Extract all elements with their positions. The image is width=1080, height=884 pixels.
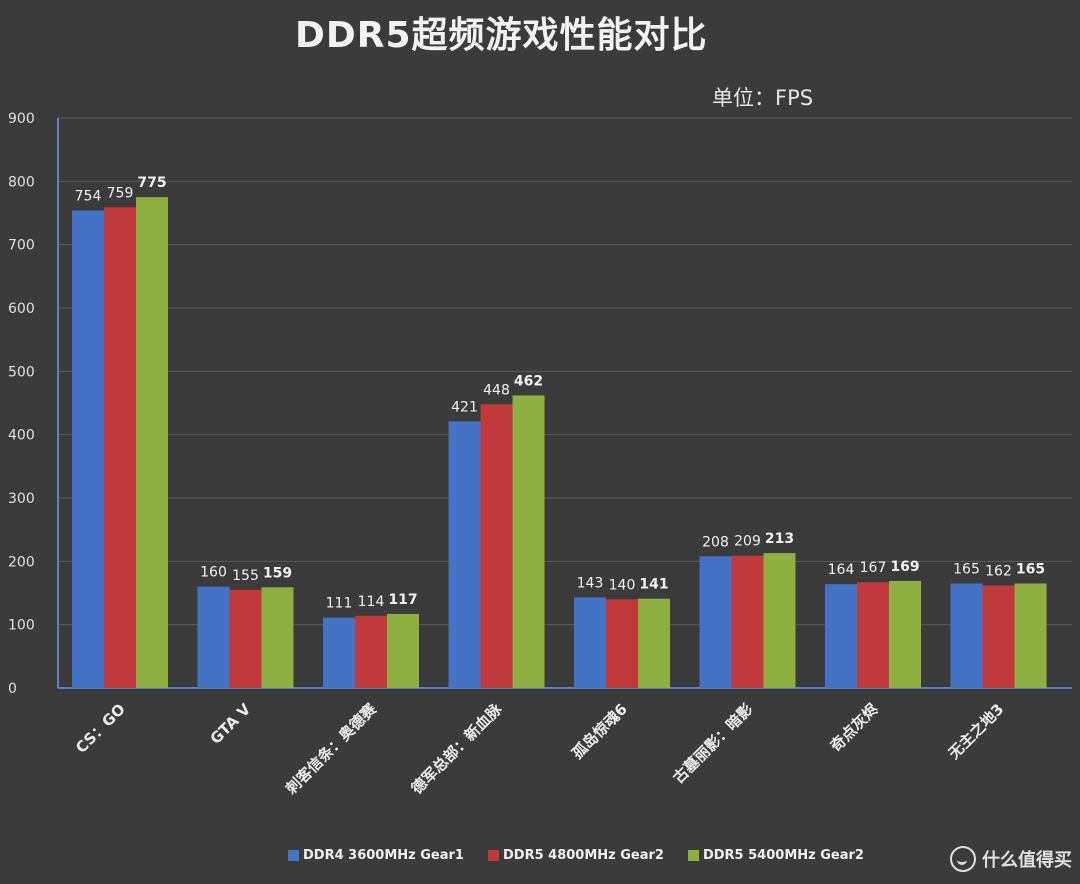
watermark-text: 什么值得买 [982,850,1072,871]
y-tick-label: 400 [8,428,35,444]
x-axis-labels: CS：GO GTA V 刺客信条：奥德赛 德军总部：新血脉 孤岛惊魂6 古墓丽影：暗影 奇点… [72,699,1007,797]
legend-label: DDR5 5400MHz Gear2 [702,848,864,863]
data-label: 165 [1016,562,1045,578]
data-label: 159 [263,565,292,581]
x-tick-label: 无主之地3 [944,700,1007,763]
data-label: 117 [388,592,417,608]
data-label: 164 [828,562,855,578]
legend-item-ddr5-4800: DDR5 4800MHz Gear2 [487,848,664,863]
legend-swatch [487,850,499,861]
bar [638,598,670,688]
bar [699,556,732,688]
data-label: 754 [75,188,102,204]
data-label: 759 [107,185,134,201]
bar [574,597,606,688]
smzdm-logo-icon [950,846,976,872]
data-label: 167 [860,560,887,576]
x-tick-label: 古墓丽影：暗影 [669,700,756,787]
data-label: 165 [953,562,980,578]
bar [512,395,545,688]
data-label: 111 [326,596,353,612]
bar [950,583,983,688]
data-label: 462 [514,373,543,389]
data-label: 421 [451,399,478,415]
bars [72,197,1047,689]
legend-label: DDR5 4800MHz Gear2 [502,848,664,863]
bar [261,587,294,688]
bar [72,210,104,688]
x-tick-label: CS：GO [72,700,129,757]
bar [825,584,857,688]
bar [1014,583,1047,688]
data-label: 155 [232,568,259,584]
y-tick-label: 500 [8,364,35,380]
grid-lines [58,117,1072,626]
bar [104,207,136,689]
bar [857,582,889,688]
y-tick-label: 900 [8,111,35,127]
chart-title: DDR5超频游戏性能对比 [295,15,708,56]
bar [982,585,1015,688]
data-label: 162 [985,563,1012,579]
data-label: 160 [200,565,227,581]
x-tick-label: 刺客信条：奥德赛 [282,699,380,797]
x-tick-label: 奇点灰烬 [827,699,883,755]
y-tick-label: 800 [8,174,35,190]
data-label: 208 [702,534,729,550]
legend-item-ddr4-3600: DDR4 3600MHz Gear1 [288,848,464,863]
x-tick-label: 德军总部：新血脉 [408,699,506,797]
data-label: 213 [765,531,794,547]
y-tick-label: 600 [8,301,35,317]
data-label: 143 [577,575,604,591]
watermark: 什么值得买 [950,846,1072,872]
y-tick-label: 700 [8,238,35,254]
y-tick-label: 100 [8,618,35,634]
data-label: 209 [734,534,761,550]
bar [889,580,921,688]
x-tick-label: 孤岛惊魂6 [568,700,631,763]
legend-label: DDR4 3600MHz Gear1 [303,848,464,863]
bar [197,586,230,688]
bar [387,613,419,688]
bar [323,617,355,688]
legend-item-ddr5-5400: DDR5 5400MHz Gear2 [687,848,864,863]
data-label: 775 [137,175,166,191]
x-tick-label: GTA V [207,700,255,748]
bar [731,555,764,688]
data-label: 448 [483,382,510,398]
bar [136,197,168,688]
y-tick-label: 200 [8,554,35,570]
y-tick-label: 300 [8,491,35,507]
bar [763,553,796,688]
bar [448,421,481,688]
legend-swatch [687,850,699,861]
bar [480,404,513,688]
legend: DDR4 3600MHz Gear1 DDR5 4800MHz Gear2 DD… [288,848,864,863]
data-label: 169 [890,559,919,575]
bar [229,589,262,688]
legend-swatch [288,850,299,861]
data-label: 140 [609,577,636,593]
data-label: 141 [639,577,668,593]
y-tick-label: 0 [8,681,17,697]
bar [606,599,638,688]
bar [355,615,387,688]
unit-label: 单位：FPS [712,86,814,110]
data-label: 114 [358,594,385,610]
